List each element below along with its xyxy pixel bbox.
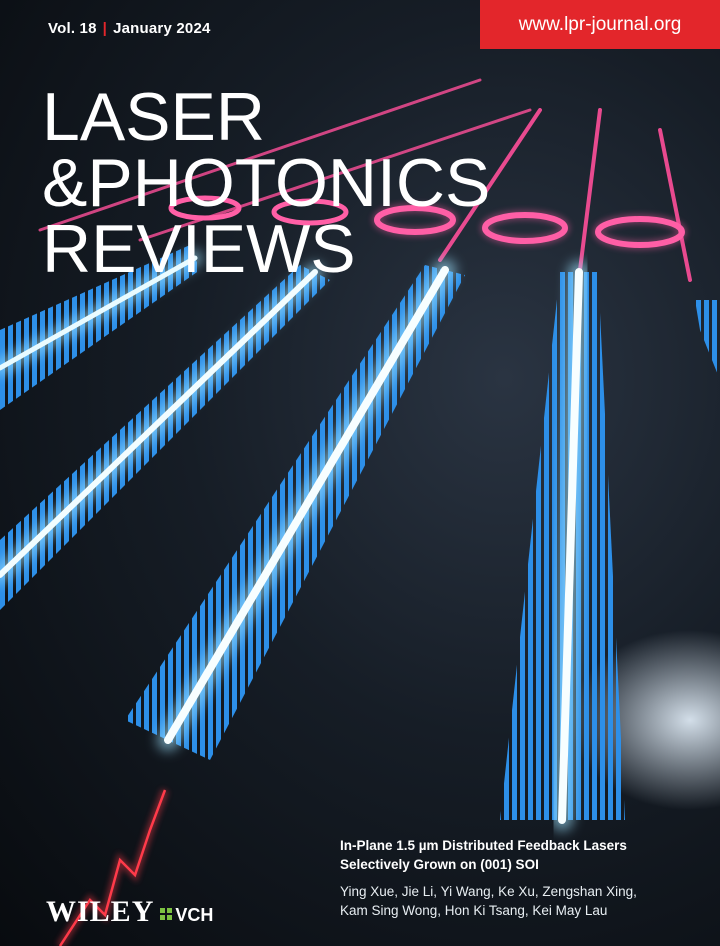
- article-title: In-Plane 1.5 µm Distributed Feedback Las…: [340, 836, 710, 874]
- featured-article: In-Plane 1.5 µm Distributed Feedback Las…: [340, 836, 710, 920]
- pink-waveguides: [38, 78, 692, 282]
- title-line-3: REVIEWS: [42, 211, 356, 287]
- vch-icon: [160, 908, 173, 920]
- wiley-wordmark: WILEY: [46, 895, 155, 928]
- issue-info: Vol. 18 | January 2024: [48, 20, 211, 37]
- ring-resonators: [168, 195, 687, 250]
- article-title-line-2: Selectively Grown on (001) SOI: [340, 857, 539, 872]
- output-signal: [56, 788, 169, 946]
- volume-label: Vol. 18: [48, 20, 97, 37]
- title-line-1: LASER: [42, 79, 265, 155]
- dfb-gratings: [0, 245, 720, 820]
- vch-wordmark: VCH: [175, 904, 214, 925]
- journal-title: LASER &PHOTONICS REVIEWS: [42, 79, 491, 287]
- authors-line-1: Ying Xue, Jie Li, Yi Wang, Ke Xu, Zengsh…: [340, 884, 637, 899]
- publisher-logo: WILEY VCH: [46, 895, 213, 929]
- article-title-line-1: In-Plane 1.5 µm Distributed Feedback Las…: [340, 838, 627, 853]
- journal-url[interactable]: www.lpr-journal.org: [518, 13, 682, 35]
- title-line-2: &PHOTONICS: [42, 145, 491, 221]
- article-authors: Ying Xue, Jie Li, Yi Wang, Ke Xu, Zengsh…: [340, 882, 710, 920]
- issue-date: January 2024: [113, 20, 211, 37]
- authors-line-2: Kam Sing Wong, Hon Ki Tsang, Kei May Lau: [340, 903, 608, 918]
- journal-url-banner[interactable]: www.lpr-journal.org: [480, 0, 720, 49]
- issue-separator: |: [102, 20, 108, 37]
- laser-cores: [0, 250, 590, 831]
